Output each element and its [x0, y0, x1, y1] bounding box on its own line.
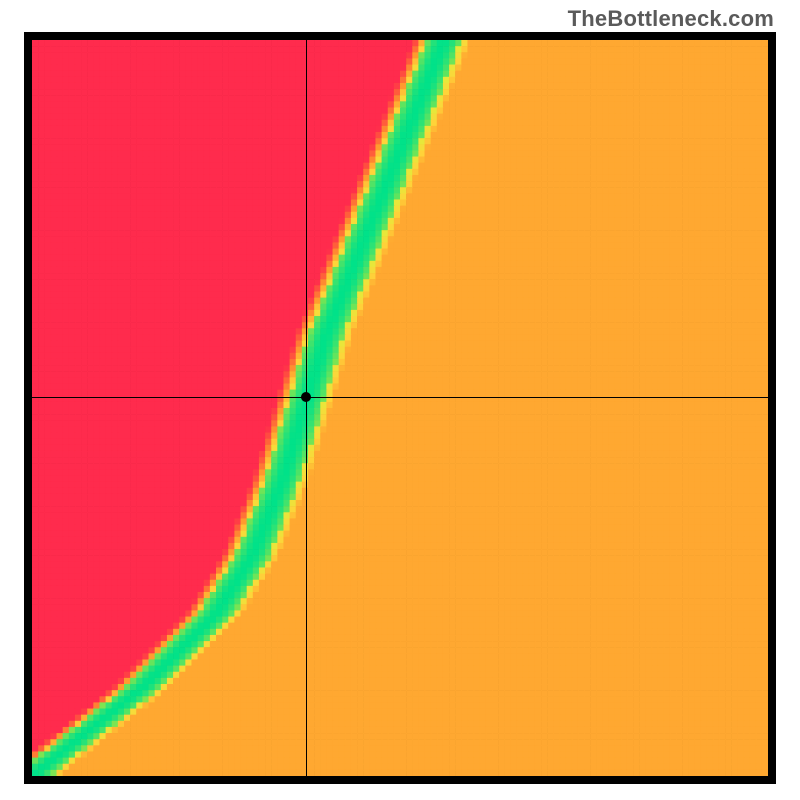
- crosshair-vertical: [306, 40, 307, 776]
- page-container: TheBottleneck.com: [0, 0, 800, 800]
- watermark-text: TheBottleneck.com: [568, 6, 774, 32]
- heatmap-frame: [24, 32, 776, 784]
- heatmap-canvas: [32, 40, 768, 776]
- crosshair-horizontal: [32, 397, 768, 398]
- crosshair-dot: [301, 392, 311, 402]
